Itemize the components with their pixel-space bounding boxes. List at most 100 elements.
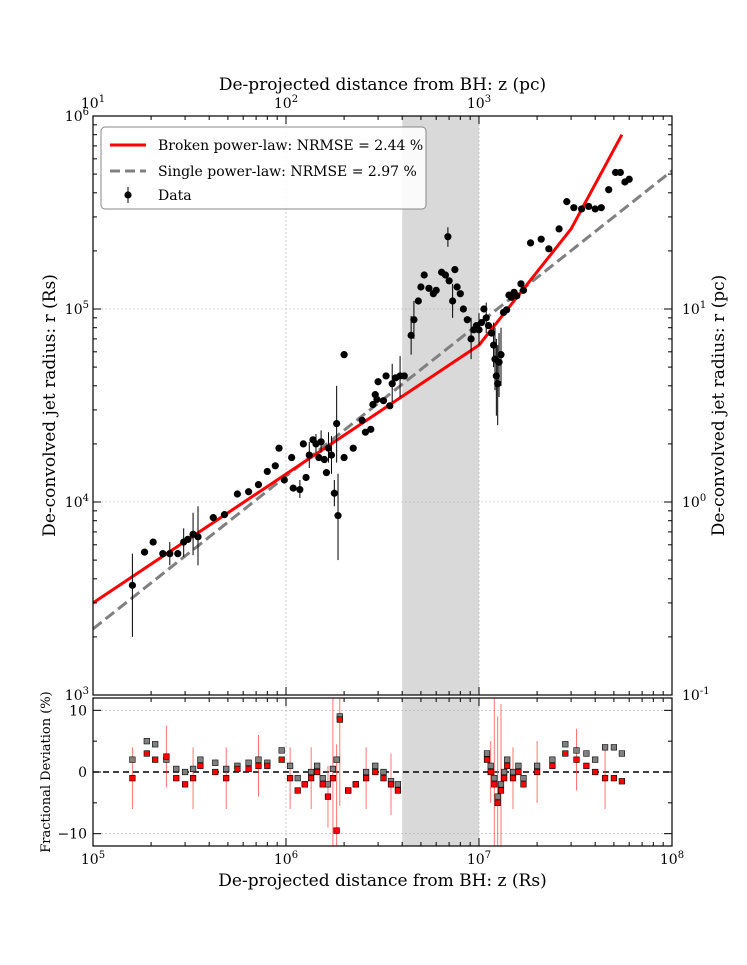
data-point: [425, 284, 433, 292]
residual-marker-broken: [504, 762, 511, 769]
top-axis-title: De-projected distance from BH: z (pc): [219, 75, 546, 95]
residual-marker-broken: [264, 762, 271, 769]
residual-marker-single: [601, 744, 609, 751]
legend-label-broken: Broken power-law: NRMSE = 2.44 %: [158, 138, 423, 154]
data-point: [420, 271, 428, 279]
data-point: [128, 581, 136, 589]
data-point: [209, 514, 217, 522]
residual-marker-single: [333, 756, 340, 763]
residual-marker-broken: [601, 775, 609, 782]
data-point: [244, 488, 253, 496]
x-tick-label: 106: [274, 850, 298, 868]
residual-panel: [92, 697, 673, 847]
data-point: [233, 490, 242, 498]
residual-marker-broken: [301, 781, 308, 788]
residual-marker-broken: [533, 768, 541, 776]
residual-marker-broken: [491, 781, 498, 788]
data-point: [334, 512, 342, 520]
residual-marker-single: [494, 793, 501, 800]
residual-marker-single: [362, 768, 370, 776]
data-point: [467, 335, 475, 343]
data-point: [386, 402, 394, 410]
residual-marker-single: [380, 768, 387, 776]
data-point: [441, 271, 450, 279]
data-point: [451, 266, 459, 274]
legend-label-data: Data: [158, 188, 192, 204]
data-point: [367, 425, 375, 433]
residual-marker-single: [610, 744, 618, 751]
data-point: [513, 292, 521, 300]
data-point: [563, 198, 571, 206]
residual-marker-broken: [329, 775, 337, 782]
data-point: [296, 485, 304, 494]
x-tick-label: 108: [660, 850, 684, 868]
residual-marker-single: [372, 762, 379, 769]
data-point: [373, 395, 381, 404]
data-point: [417, 283, 425, 291]
data-point: [497, 351, 505, 359]
data-point: [324, 444, 333, 452]
residual-marker-broken: [234, 765, 241, 773]
data-point: [271, 462, 279, 470]
data-point: [333, 419, 341, 428]
data-point: [194, 533, 202, 541]
broken-power-law-line: [93, 133, 624, 605]
residual-marker-broken: [163, 753, 170, 760]
right-tick-label: 100: [682, 493, 706, 511]
data-point: [254, 481, 263, 489]
residual-marker-broken: [255, 762, 262, 769]
data-point: [305, 451, 313, 459]
residual-marker-single: [223, 765, 230, 773]
residual-marker-single: [562, 741, 569, 748]
residual-marker-single: [278, 747, 285, 754]
residual-marker-broken: [129, 775, 136, 782]
data-point: [369, 400, 377, 409]
residual-marker-single: [515, 762, 522, 769]
residual-marker-broken: [197, 762, 204, 769]
x-tick-label: 107: [467, 850, 491, 868]
legend-box: [100, 126, 427, 210]
residual-marker-broken: [592, 768, 599, 776]
data-point: [453, 283, 461, 291]
residual-marker-single: [152, 741, 159, 748]
residual-marker-single: [129, 756, 136, 763]
data-point: [555, 225, 563, 233]
y-tick-label: 106: [65, 107, 89, 125]
residual-marker-broken: [336, 716, 343, 723]
residual-marker-broken: [352, 781, 359, 788]
data-point: [358, 416, 366, 424]
residual-marker-single: [533, 762, 541, 769]
data-point: [517, 280, 525, 288]
residual-marker-broken: [278, 756, 285, 763]
legend-label-single: Single power-law: NRMSE = 2.97 %: [158, 164, 417, 180]
data-point: [526, 239, 535, 247]
top-tick-label: 101: [81, 94, 105, 112]
data-point: [361, 428, 370, 436]
data-point: [577, 205, 586, 213]
residual-marker-broken: [573, 756, 580, 763]
residual-marker-broken: [509, 775, 517, 782]
right-tick-label: 101: [682, 300, 706, 318]
data-point: [149, 538, 157, 546]
data-point: [166, 550, 174, 558]
residual-marker-broken: [487, 768, 494, 776]
residual-marker-single: [319, 775, 326, 782]
data-point: [327, 451, 336, 459]
data-point: [263, 467, 271, 476]
residual-marker-single: [573, 747, 580, 754]
residual-marker-single: [143, 738, 150, 745]
x-axis-title: De-projected distance from BH: z (Rs): [218, 871, 546, 891]
data-point: [315, 453, 323, 462]
data-point: [379, 397, 388, 405]
data-point: [414, 297, 422, 305]
data-point: [484, 322, 493, 330]
residual-marker-broken: [181, 781, 189, 788]
residual-marker-single: [483, 750, 491, 757]
data-point: [407, 331, 415, 339]
data-point: [597, 204, 605, 212]
residual-marker-single: [245, 759, 252, 766]
residual-y-tick-label: 10: [69, 703, 87, 719]
residual-marker-single: [497, 781, 505, 788]
data-point: [605, 186, 613, 194]
